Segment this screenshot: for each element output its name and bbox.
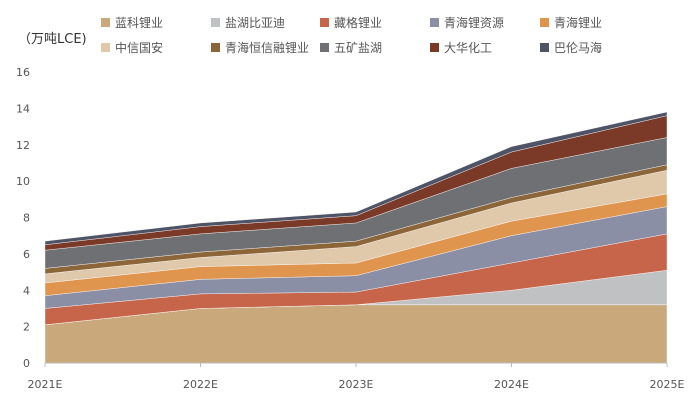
- legend-swatch: [211, 18, 220, 27]
- legend-item: 大华化工: [430, 39, 492, 56]
- y-tick-label: 0: [23, 357, 30, 370]
- legend-label: 大华化工: [444, 41, 493, 55]
- x-tick-label: 2024E: [494, 378, 529, 391]
- legend-swatch: [101, 43, 110, 52]
- y-tick-label: 12: [16, 139, 30, 152]
- x-tick-label: 2022E: [183, 378, 218, 391]
- y-axis-label: （万吨LCE): [18, 32, 87, 47]
- legend-swatch: [320, 18, 329, 27]
- legend-item: 藏格锂业: [320, 14, 382, 31]
- x-tick-label: 2025E: [650, 378, 685, 391]
- y-tick-label: 8: [23, 212, 30, 225]
- legend-label: 青海恒信融锂业: [225, 41, 310, 55]
- legend-item: 青海恒信融锂业: [211, 39, 309, 56]
- legend-label: 蓝科锂业: [115, 16, 164, 30]
- legend-item: 青海锂资源: [430, 14, 504, 31]
- legend-item: 盐湖比亚迪: [211, 14, 285, 31]
- legend-label: 中信国安: [115, 41, 164, 55]
- y-tick-label: 4: [23, 284, 30, 297]
- legend-item: 青海锂业: [540, 14, 602, 31]
- legend-label: 盐湖比亚迪: [225, 16, 286, 30]
- area-series-9: [44, 111, 668, 246]
- y-tick-label: 14: [16, 102, 30, 115]
- legend-label: 青海锂业: [554, 16, 603, 30]
- legend-label: 青海锂资源: [444, 16, 505, 30]
- legend-label: 藏格锂业: [334, 16, 383, 30]
- legend-swatch: [540, 18, 549, 27]
- legend-swatch: [540, 43, 549, 52]
- legend-item: 蓝科锂业: [101, 14, 163, 31]
- legend-swatch: [211, 43, 220, 52]
- legend-item: 五矿盐湖: [320, 39, 382, 56]
- legend-label: 巴伦马海: [554, 41, 603, 55]
- legend-swatch: [430, 18, 439, 27]
- legend-swatch: [101, 18, 110, 27]
- legend-label: 五矿盐湖: [334, 41, 383, 55]
- legend-item: 巴伦马海: [540, 39, 602, 56]
- legend-item: 中信国安: [101, 39, 163, 56]
- x-tick-label: 2023E: [339, 378, 374, 391]
- y-tick-label: 16: [16, 66, 30, 79]
- legend-swatch: [320, 43, 329, 52]
- y-tick-label: 6: [23, 248, 30, 261]
- x-tick-label: 2021E: [28, 378, 63, 391]
- y-tick-label: 10: [16, 175, 30, 188]
- legend-swatch: [430, 43, 439, 52]
- y-tick-label: 2: [23, 321, 30, 334]
